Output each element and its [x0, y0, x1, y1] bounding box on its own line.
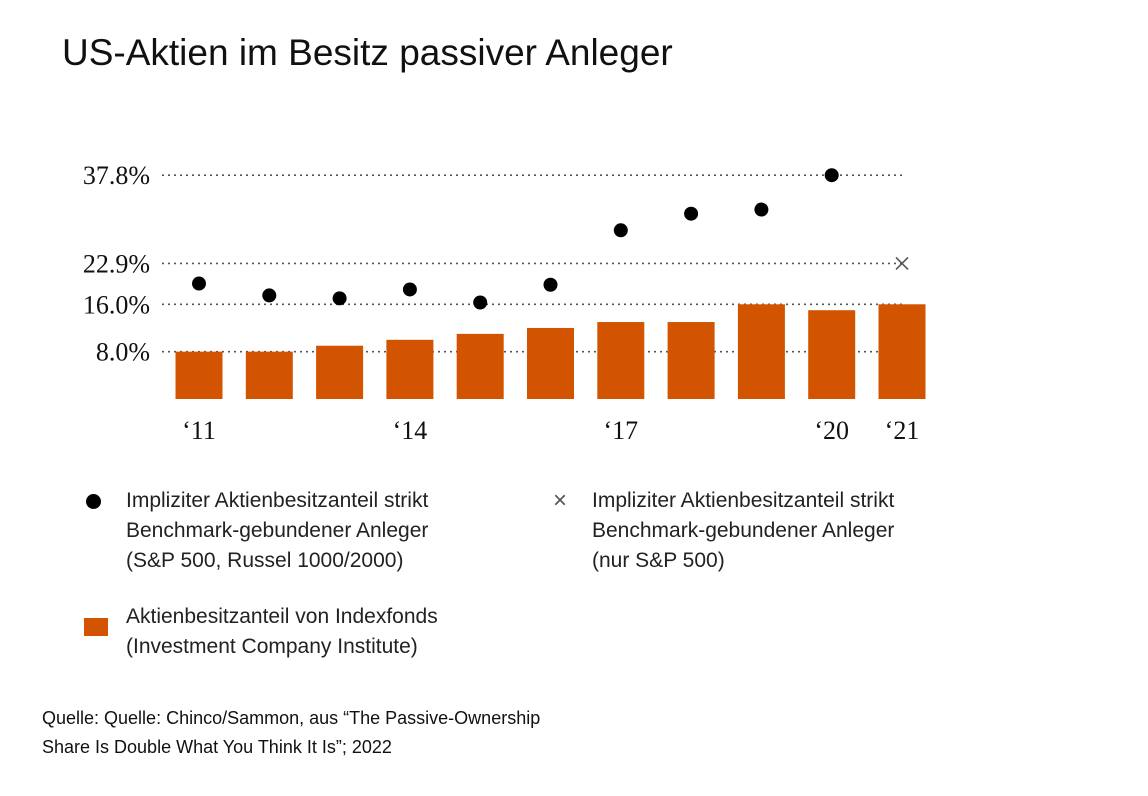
legend-cross-line-3: (nur S&P 500)	[592, 549, 725, 572]
legend-cross-marker: ×	[553, 487, 568, 514]
y-tick-label-1: 22.9%	[83, 249, 150, 278]
bar-2013	[316, 345, 364, 399]
dot-point-2020	[824, 168, 839, 183]
legend-bar-marker	[84, 618, 108, 636]
bar-2011	[175, 351, 223, 399]
bar-2012	[245, 351, 293, 399]
legend-cross: Impliziter Aktienbesitzanteil strikt Ben…	[592, 486, 894, 576]
dot-point-2016	[543, 277, 558, 292]
legend-cross-line-1: Impliziter Aktienbesitzanteil strikt	[592, 489, 895, 512]
legend-dot-marker	[86, 494, 101, 509]
legend-dots-line-3: (S&P 500, Russel 1000/2000)	[126, 549, 404, 572]
x-tick-label-2017: ‘17	[603, 416, 638, 445]
dot-point-2013	[332, 291, 347, 306]
y-tick-label-0: 37.8%	[83, 161, 150, 190]
bar-2017	[597, 322, 645, 399]
y-tick-label-3: 8.0%	[96, 338, 150, 367]
dot-point-2018	[684, 206, 699, 221]
dot-point-2012	[262, 288, 277, 303]
y-tick-label-2: 16.0%	[83, 290, 150, 319]
dot-point-2014	[402, 282, 417, 297]
bar-2021	[878, 304, 926, 399]
dot-point-2011	[192, 276, 206, 291]
legend-dots-line-1: Impliziter Aktienbesitzanteil strikt	[126, 489, 429, 512]
source-line-1: Quelle: Quelle: Chinco/Sammon, aus “The …	[42, 708, 541, 728]
legend-dots: Impliziter Aktienbesitzanteil strikt Ben…	[126, 486, 428, 576]
x-tick-label-2020: ‘20	[814, 416, 849, 445]
bar-2018	[667, 322, 715, 399]
bar-2020	[808, 310, 856, 399]
source-note: Quelle: Quelle: Chinco/Sammon, aus “The …	[42, 704, 540, 762]
dot-point-2015	[473, 295, 488, 310]
legend-bars-line-2: (Investment Company Institute)	[126, 635, 418, 658]
legend-bars-line-1: Aktienbesitzanteil von Indexfonds	[126, 605, 438, 628]
source-line-2: Share Is Double What You Think It Is”; 2…	[42, 737, 392, 757]
bar-2016	[527, 327, 574, 399]
bar-2019	[737, 304, 785, 399]
x-tick-label-2021: ‘21	[885, 416, 920, 445]
x-tick-label-2014: ‘14	[393, 416, 428, 445]
chart-title: US-Aktien im Besitz passiver Anleger	[62, 32, 673, 73]
chart-area: 37.8% 22.9% 16.0% 8.0% ‘11 ‘14 ‘17 ‘20 ‘21	[83, 161, 926, 445]
x-tick-label-2011: ‘11	[182, 416, 216, 445]
bar-2015	[456, 333, 504, 399]
legend-bars: Aktienbesitzanteil von Indexfonds (Inves…	[126, 602, 438, 662]
legend-dots-line-2: Benchmark-gebundener Anleger	[126, 519, 429, 542]
bar-2014	[386, 339, 434, 399]
legend-cross-line-2: Benchmark-gebundener Anleger	[592, 519, 895, 542]
cross-point-2021	[895, 256, 909, 270]
dot-point-2017	[613, 223, 628, 238]
dot-point-2019	[754, 202, 769, 217]
